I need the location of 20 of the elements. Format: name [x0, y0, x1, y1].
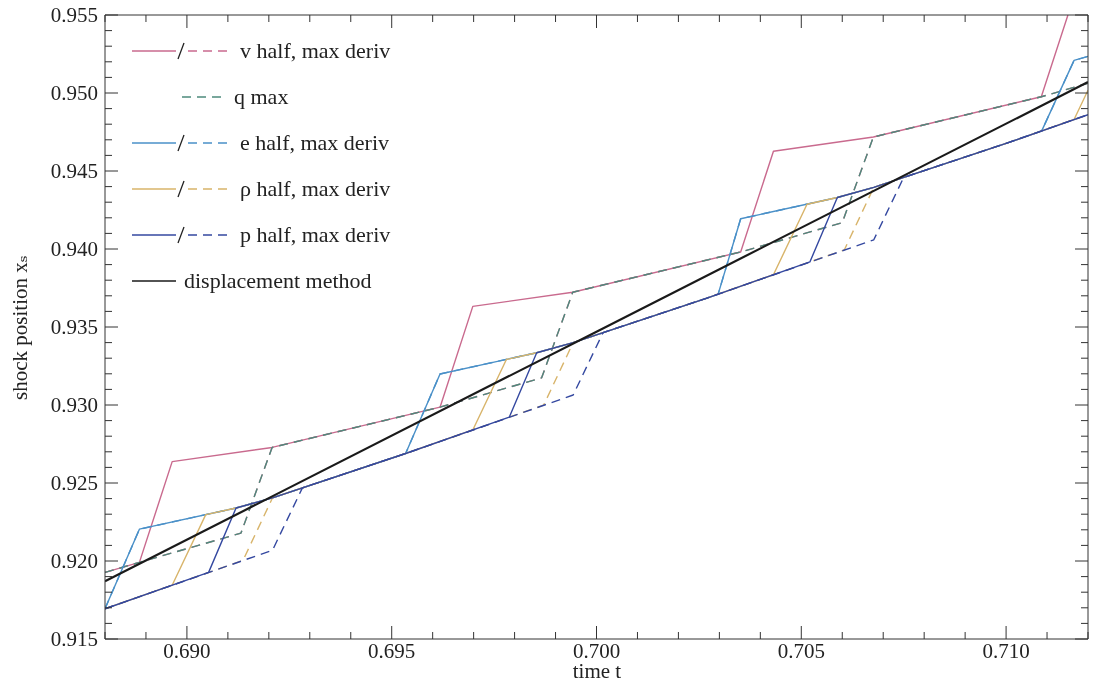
y-tick-label: 0.925 — [50, 471, 98, 495]
x-tick-label: 0.710 — [982, 639, 1030, 663]
y-tick-label: 0.955 — [50, 3, 98, 27]
y-tick-label: 0.930 — [50, 393, 98, 417]
legend-label: displacement method — [184, 268, 372, 294]
y-axis-title: shock position xₛ — [7, 253, 33, 402]
legend-label: p half, max deriv — [240, 222, 391, 248]
x-tick-label: 0.695 — [368, 639, 416, 663]
y-tick-label: 0.935 — [50, 315, 98, 339]
y-tick-label: 0.920 — [50, 549, 98, 573]
y-tick-label: 0.915 — [50, 627, 98, 651]
legend-label: v half, max deriv — [240, 38, 391, 64]
y-tick-label: 0.950 — [50, 81, 98, 105]
x-tick-label: 0.690 — [163, 639, 211, 663]
legend-label: q max — [234, 84, 289, 110]
x-tick-label: 0.705 — [777, 639, 825, 663]
y-tick-label: 0.945 — [50, 159, 98, 183]
legend-label: e half, max deriv — [240, 130, 390, 156]
legend-label: ρ half, max deriv — [240, 176, 391, 202]
y-tick-label: 0.940 — [50, 237, 98, 261]
